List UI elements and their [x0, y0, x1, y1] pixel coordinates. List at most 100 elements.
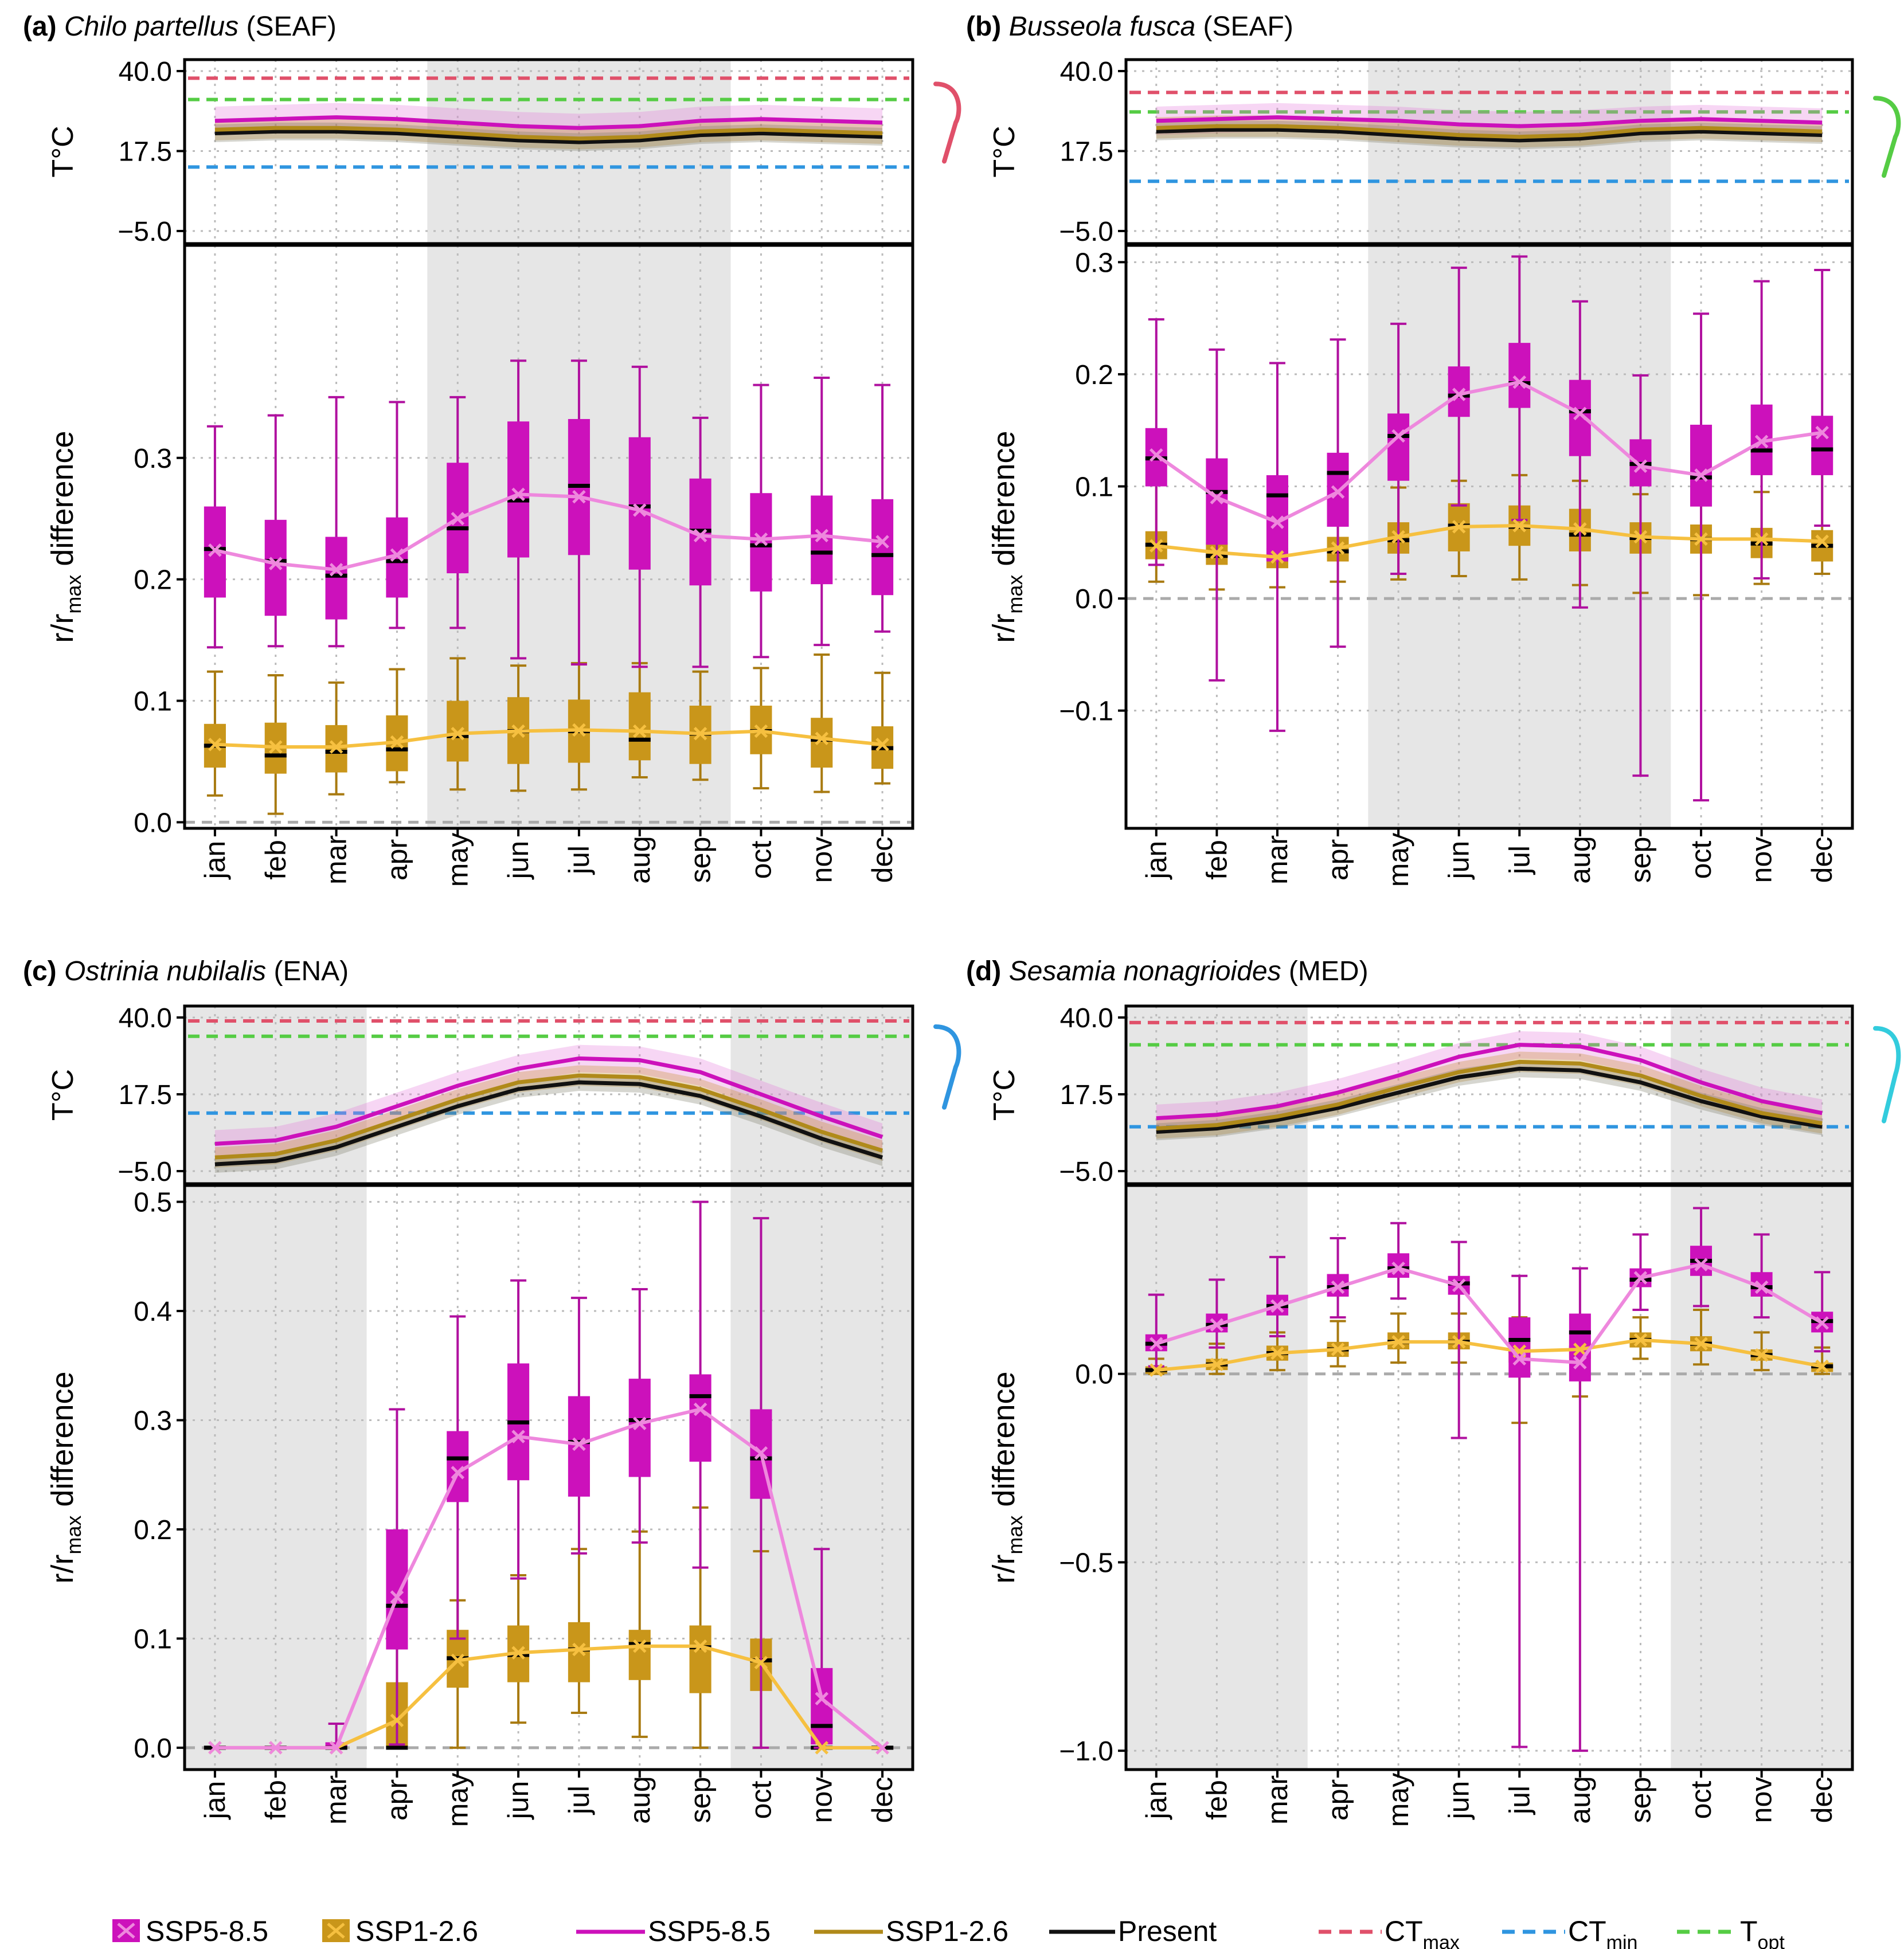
- ssp585-mean-marker: [1754, 1280, 1769, 1294]
- ssp585-mean-line: [1155, 380, 1823, 525]
- month-label-apr: apr: [1322, 839, 1354, 880]
- ssp126-mean-marker: [572, 723, 586, 737]
- legend-ctmin-sub: min: [1606, 1932, 1638, 1949]
- ssp585-box-feb: [264, 414, 287, 648]
- ssp585-iqr-box: [1387, 1253, 1410, 1278]
- legend-ssp585-box: SSP5-8.5: [112, 1915, 268, 1947]
- panel-d: (d) Sesamia nonagrioides (MED) 40.0 17.5 −5…: [966, 956, 1901, 1827]
- ssp585-box-jan: [1145, 318, 1167, 566]
- ssp585-box-sep: [1629, 1233, 1652, 1311]
- ssp585-mean-marker: [1452, 388, 1466, 401]
- ssp585-box-apr: [386, 401, 408, 629]
- growth-ylabel: r/rmax difference: [987, 1371, 1027, 1583]
- growth-ytick-label: 0.0: [134, 1733, 172, 1764]
- ssp585-box-oct: [1690, 312, 1713, 802]
- ssp585-box-oct: [1690, 1207, 1713, 1308]
- ssp585-mean-marker: [451, 511, 465, 526]
- temp-present-line: [1156, 127, 1823, 143]
- month-label-may: may: [441, 833, 474, 887]
- legend-topt: Topt: [1677, 1915, 1785, 1949]
- growth-frame: [1124, 244, 1854, 830]
- month-label-sep: sep: [685, 837, 717, 883]
- ssp585-mean-marker: [1270, 515, 1284, 529]
- temp-ssp126-line: [214, 126, 883, 141]
- growth-ytick-label: −0.5: [1059, 1548, 1113, 1578]
- ssp126-mean-marker: [1150, 539, 1163, 553]
- ssp126-mean-line: [1156, 1338, 1823, 1372]
- ssp126-mean-marker: [268, 740, 283, 754]
- ssp126-iqr-box: [811, 718, 833, 768]
- ssp585-box-nov: [811, 1548, 833, 1749]
- temp-present-line: [214, 1080, 883, 1167]
- legend-ctmin-label: CTmin: [1568, 1915, 1637, 1949]
- growth-ytick-label: 0.2: [1075, 360, 1113, 390]
- temp-ssp126-band: [1156, 1051, 1823, 1139]
- ssp126-mean-marker: [1694, 532, 1708, 546]
- season-shade: [1126, 1185, 1308, 1770]
- month-label-aug: aug: [1564, 1776, 1596, 1823]
- ssp585-box-mar: [325, 396, 347, 648]
- ssp585-box-nov: [811, 376, 833, 647]
- month-label-mar: mar: [1261, 1775, 1293, 1825]
- growth-ylabel: r/rmax difference: [45, 1371, 85, 1583]
- month-label-jun: jun: [1443, 841, 1475, 880]
- month-label-may: may: [1382, 1773, 1414, 1827]
- ssp126-mean-marker: [1633, 530, 1648, 544]
- ssp126-mean-line: [1156, 523, 1823, 559]
- temp-ytick-label: 40.0: [1060, 1003, 1113, 1034]
- temp-ssp585-line: [1156, 1043, 1823, 1121]
- ssp126-box-jul: [568, 1548, 590, 1714]
- ssp585-box-aug: [1569, 300, 1591, 609]
- legend-ssp126-line: SSP1-2.6: [814, 1915, 1008, 1947]
- growth-ytick-label: 0.1: [1075, 472, 1113, 502]
- ssp126-mean-marker: [1754, 1348, 1769, 1362]
- ssp126-mean-marker: [1391, 530, 1405, 544]
- temp-ssp585-band: [214, 1044, 883, 1158]
- ssp585-mean-marker: [875, 1741, 889, 1755]
- ssp126-box-dec: [871, 671, 894, 785]
- ssp585-mean-marker: [1150, 448, 1163, 462]
- ssp585-mean-marker: [1815, 1316, 1829, 1330]
- legend-ctmax: CTmax: [1319, 1915, 1460, 1949]
- panel-title-prefix: (c): [23, 956, 64, 987]
- month-label-nov: nov: [1746, 837, 1778, 883]
- growth-frame: [183, 244, 914, 830]
- growth-ytick-label: −1.0: [1059, 1736, 1113, 1767]
- ssp126-mean-marker: [511, 724, 525, 738]
- ssp126-iqr-box: [689, 1625, 711, 1693]
- month-label-jul: jul: [563, 846, 595, 875]
- legend-ssp585-line-label: SSP5-8.5: [648, 1915, 771, 1947]
- growth-ytick-label: 0.0: [134, 808, 172, 838]
- month-label-mar: mar: [320, 835, 353, 885]
- ssp585-mean-marker: [268, 557, 283, 570]
- ssp585-box-may: [1387, 322, 1410, 576]
- growth-ytick-label: 0.2: [134, 1515, 172, 1545]
- ssp585-mean-line: [214, 492, 883, 572]
- ssp585-mean-marker: [815, 1692, 829, 1705]
- ssp585-mean-marker: [1210, 491, 1224, 504]
- temp-ytick-label: 17.5: [119, 1080, 172, 1110]
- temp-ssp126-line: [214, 1073, 883, 1160]
- ssp126-box-mar: [325, 681, 347, 796]
- ssp585-mean-marker: [511, 487, 525, 502]
- ssp126-mean-marker: [1512, 519, 1527, 533]
- panel-title-species: Chilo partellus: [64, 11, 246, 42]
- ssp126-box-may: [1387, 1312, 1410, 1364]
- growth-ytick-label: 0.3: [1075, 248, 1113, 278]
- ssp126-mean-marker: [1452, 1335, 1466, 1349]
- month-label-jan: jan: [199, 1781, 231, 1821]
- ssp126-mean-marker: [693, 1639, 707, 1653]
- panel-title-species: Busseola fusca: [1009, 11, 1203, 42]
- ssp585-mean-marker: [329, 1741, 343, 1755]
- ssp585-mean-marker: [511, 1430, 525, 1443]
- panel-title-species: Sesamia nonagrioides: [1009, 956, 1289, 987]
- ssp126-mean-marker: [1694, 1337, 1708, 1351]
- ssp585-mean-marker: [451, 1466, 465, 1480]
- legend-ssp126-box-cross: [327, 1923, 345, 1939]
- panel-c: (c) Ostrinia nubilalis (ENA) 40.0 17.5 −5.0…: [23, 956, 961, 1827]
- ssp126-mean-marker: [1150, 1363, 1163, 1377]
- month-label-jun: jun: [502, 841, 534, 880]
- panel-title-prefix: (d): [966, 956, 1009, 987]
- ssp585-box-apr: [1327, 1237, 1349, 1319]
- ssp126-mean-marker: [1633, 1333, 1648, 1347]
